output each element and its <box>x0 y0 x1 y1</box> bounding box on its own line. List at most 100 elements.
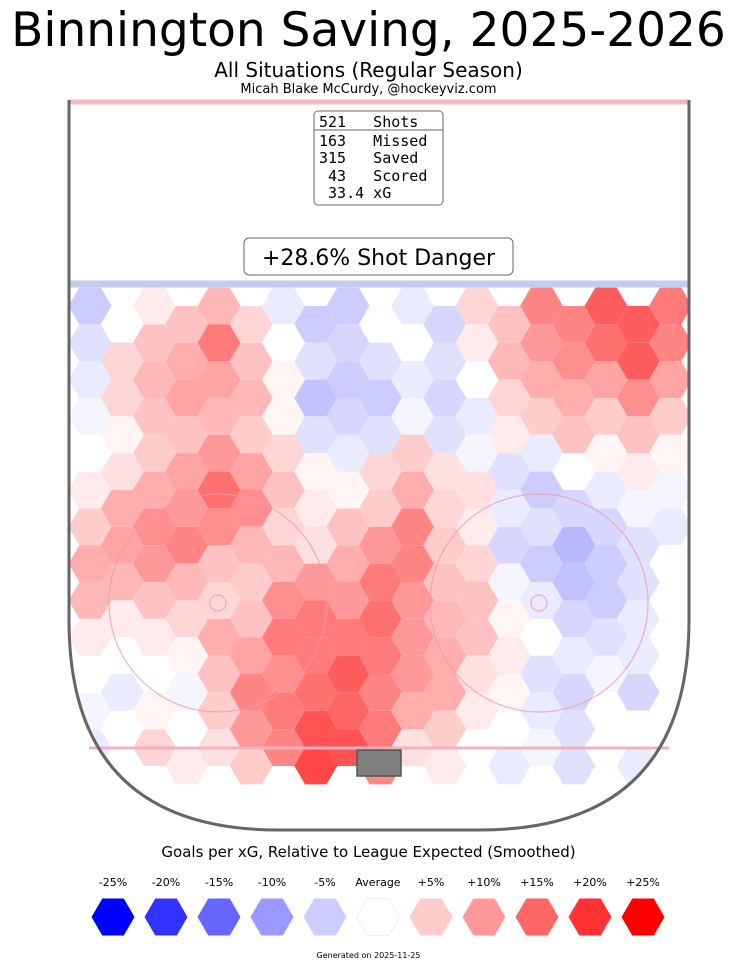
hexbin-cell <box>649 324 689 362</box>
legend-swatch <box>303 898 347 936</box>
hexbin-cell <box>391 618 434 656</box>
hexbin-cell <box>165 342 209 380</box>
hexbin-cell <box>133 361 176 398</box>
legend-swatch <box>197 898 241 936</box>
hexbin-cell <box>326 324 370 362</box>
hexbin-cell <box>358 416 402 454</box>
hexbin-cell <box>133 618 176 656</box>
hexbin-cell <box>423 416 467 454</box>
shot-danger-box: +28.6% Shot Danger <box>243 237 514 276</box>
hexbin-cell <box>552 379 596 417</box>
hexbin-cell <box>294 306 338 343</box>
hexbin-cell <box>262 655 305 693</box>
legend-label: +15% <box>520 876 554 889</box>
hexbin-cell <box>229 306 273 343</box>
hexbin-cell <box>520 655 563 693</box>
hexbin-cell <box>229 710 273 748</box>
hexbin-cell <box>165 416 209 454</box>
hexbin-cell <box>358 453 402 490</box>
legend-swatch <box>144 898 188 936</box>
hexbin-cell <box>520 324 563 362</box>
hexbin-cell <box>100 563 144 601</box>
hexbin-cell <box>520 361 563 398</box>
hexbin-cell <box>69 471 112 509</box>
chart-subtitle: All Situations (Regular Season) <box>214 58 523 82</box>
hexbin-cell <box>552 526 596 564</box>
hexbin-cell <box>552 710 596 748</box>
hexbin-cell <box>69 508 112 546</box>
hexbin-cell <box>487 342 531 380</box>
hexbin-cell <box>165 306 209 343</box>
hexbin-cell <box>358 674 402 711</box>
hexbin-cell <box>423 526 467 564</box>
hexbin-cell <box>358 600 402 638</box>
hexbin-cell <box>616 674 660 711</box>
hexbin-cell <box>391 582 434 619</box>
right-faceoff-dot <box>530 594 548 612</box>
hexbin-cell <box>229 747 273 785</box>
right-faceoff-circle <box>429 493 649 713</box>
hexbin-cell <box>165 490 209 527</box>
hexbin-cell <box>100 490 144 527</box>
hexbin-cell <box>100 306 144 343</box>
hexbin-cell <box>616 342 660 380</box>
legend-label: +20% <box>573 876 607 889</box>
legend-title: Goals per xG, Relative to League Expecte… <box>161 843 576 861</box>
hexbin-cell <box>69 618 112 656</box>
hexbin-cell <box>165 710 209 748</box>
hexbin-cell <box>326 582 370 619</box>
hexbin-cell <box>391 545 434 582</box>
hexbin-cell <box>133 471 176 509</box>
rink-boards <box>67 100 691 832</box>
color-legend: -25% -20% -15% -10% -5% Average +5% +10% +15% +20… <box>91 876 665 936</box>
hexbin-cell <box>262 508 305 546</box>
hexbin-cell <box>229 600 273 638</box>
hexbin-cell <box>391 361 434 398</box>
hexbin-cell <box>455 361 499 398</box>
legend-swatch <box>409 898 453 936</box>
stat-xg: 33.4 xG <box>319 184 391 202</box>
hexbin-cell <box>616 563 660 601</box>
hexbin-cell <box>455 618 499 656</box>
hexbin-cell <box>358 342 402 380</box>
hexbin-cell <box>391 324 434 362</box>
stats-box: 521 Shots 163 Missed 315 Saved 43 Scored… <box>313 110 444 206</box>
stat-scored: 43 Scored <box>319 167 427 185</box>
hexbin-cell <box>229 379 273 417</box>
hexbin-cell <box>229 453 273 490</box>
hexbin-cell <box>487 637 531 674</box>
hexbin-cell <box>423 453 467 490</box>
hexbin-cell <box>197 287 241 325</box>
hexbin-cell <box>294 490 338 527</box>
hexbin-cell <box>520 398 563 435</box>
hexbin-cell <box>165 674 209 711</box>
hexbin-cell <box>326 508 370 546</box>
hexbin-cell <box>584 655 628 693</box>
hexbin-cell <box>100 710 144 748</box>
hexbin-cell <box>197 692 241 730</box>
hexbin-cell <box>487 306 531 343</box>
hexbin-cell <box>552 563 596 601</box>
hexbin-cell <box>69 287 112 325</box>
hexbin-cell <box>133 692 176 730</box>
hexbin-cell <box>197 434 241 472</box>
hexbin-cell <box>391 287 434 325</box>
legend-label: -15% <box>205 876 233 889</box>
hexbin-cell <box>584 398 628 435</box>
hexbin-cell <box>487 490 531 527</box>
hexbin-cell <box>649 398 689 435</box>
hexbin-cell <box>649 508 689 546</box>
hexbin-cell <box>133 434 176 472</box>
hexbin-cell <box>294 710 338 748</box>
left-faceoff-dot <box>209 594 227 612</box>
hexbin-cell <box>133 582 176 619</box>
hexbin-cell <box>326 287 370 325</box>
hexbin-cell <box>552 342 596 380</box>
legend-label: -10% <box>258 876 286 889</box>
hexbin-cell <box>326 361 370 398</box>
hexbin-cell <box>326 618 370 656</box>
legend-label: -5% <box>314 876 335 889</box>
hexbin-cell <box>229 674 273 711</box>
hexbin-cell <box>649 471 689 509</box>
hexbin-cell <box>616 490 660 527</box>
